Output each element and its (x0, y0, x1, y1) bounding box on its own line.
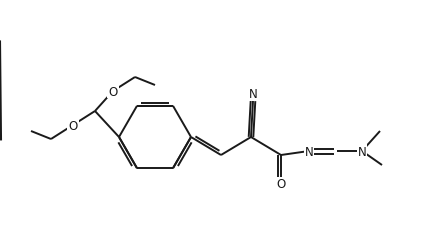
Text: O: O (68, 119, 78, 132)
Text: N: N (248, 88, 257, 101)
Text: N: N (304, 145, 313, 158)
Text: O: O (109, 85, 117, 98)
Text: O: O (276, 178, 286, 191)
Text: N: N (357, 145, 366, 158)
